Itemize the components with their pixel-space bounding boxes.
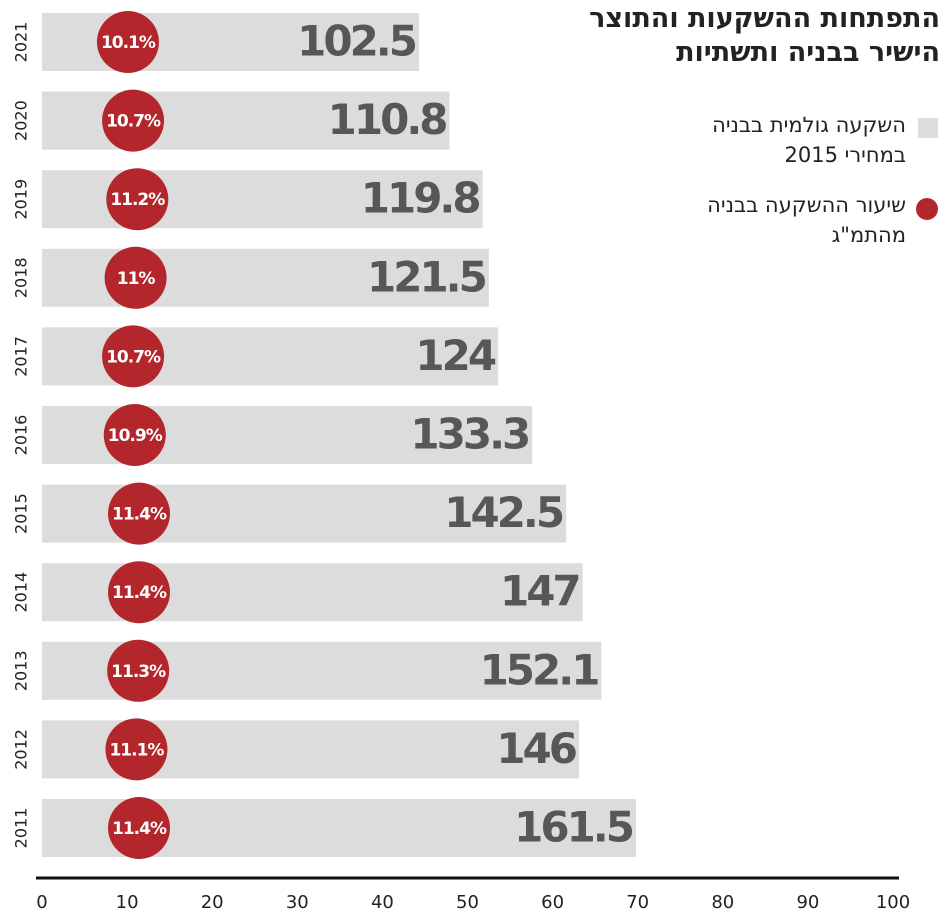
rate-label: 11% <box>117 269 156 289</box>
bar-value-label: 102.5 <box>297 17 416 66</box>
rate-label: 10.1% <box>101 33 156 53</box>
rate-dot <box>108 797 171 859</box>
rate-label: 11.2% <box>110 190 165 210</box>
bar-value-label: 147 <box>500 567 579 616</box>
bar-value-label: 152.1 <box>480 645 599 694</box>
rate-label: 11.4% <box>112 819 167 839</box>
rate-label: 10.7% <box>106 112 161 132</box>
bar-value-label: 142.5 <box>444 488 563 537</box>
legend-label: השקעה גולמית בבניה במחירי 2015 <box>712 113 906 167</box>
rate-dot <box>102 325 165 388</box>
bar-value-label: 121.5 <box>367 252 486 301</box>
y-tick-label: 2016 <box>12 415 31 456</box>
y-tick-label: 2017 <box>12 336 31 377</box>
y-tick-label: 2019 <box>12 179 31 220</box>
legend-label: שיעור ההשקעה בבניה מהתמ"ג <box>707 193 906 247</box>
bar-value-label: 119.8 <box>361 174 480 223</box>
rate-dot <box>107 639 170 702</box>
rate-label: 10.7% <box>106 347 161 367</box>
rate-dot <box>103 404 166 466</box>
y-tick-label: 2018 <box>12 257 31 298</box>
y-tick-label: 2020 <box>12 100 31 141</box>
x-tick-label: 10 <box>116 892 139 913</box>
rate-dot <box>108 561 171 624</box>
bar-value-label: 161.5 <box>514 803 633 852</box>
x-tick-label: 50 <box>456 892 479 913</box>
chart-title: התפתחות ההשקעות והתוצר הישיר בבניה ותשתי… <box>589 3 940 68</box>
rate-dot <box>106 168 169 231</box>
bar-value-label: 133.3 <box>410 410 528 459</box>
y-tick-label: 2013 <box>12 650 31 691</box>
x-tick-label: 20 <box>201 892 224 913</box>
x-tick-label: 30 <box>286 892 309 913</box>
rate-dot <box>104 246 167 309</box>
rate-dot <box>102 89 165 152</box>
x-tick-label: 70 <box>626 892 649 913</box>
rate-label: 11.4% <box>112 583 167 603</box>
x-tick-label: 80 <box>711 892 734 913</box>
x-tick-label: 60 <box>541 892 564 913</box>
y-tick-label: 2012 <box>12 729 31 770</box>
x-tick-label: 90 <box>796 892 819 913</box>
rate-label: 11.1% <box>109 740 164 760</box>
bar-value-label: 124 <box>415 331 495 380</box>
y-tick-label: 2015 <box>12 493 31 534</box>
y-tick-label: 2014 <box>12 572 31 613</box>
x-tick-label: 100 <box>876 892 910 913</box>
y-tick-label: 2021 <box>12 22 31 63</box>
x-tick-label: 40 <box>371 892 394 913</box>
rate-dot <box>96 11 159 73</box>
x-tick-label: 0 <box>36 892 47 913</box>
rate-dot <box>108 482 171 545</box>
bar-value-label: 146 <box>496 724 575 773</box>
legend-swatch <box>916 198 938 220</box>
rate-label: 11.4% <box>112 505 167 525</box>
rate-label: 10.9% <box>108 426 163 446</box>
bar-value-label: 110.8 <box>328 95 447 144</box>
rate-label: 11.3% <box>111 662 166 682</box>
legend-swatch <box>918 118 938 138</box>
rate-dot <box>105 718 168 781</box>
y-tick-label: 2011 <box>12 808 31 849</box>
